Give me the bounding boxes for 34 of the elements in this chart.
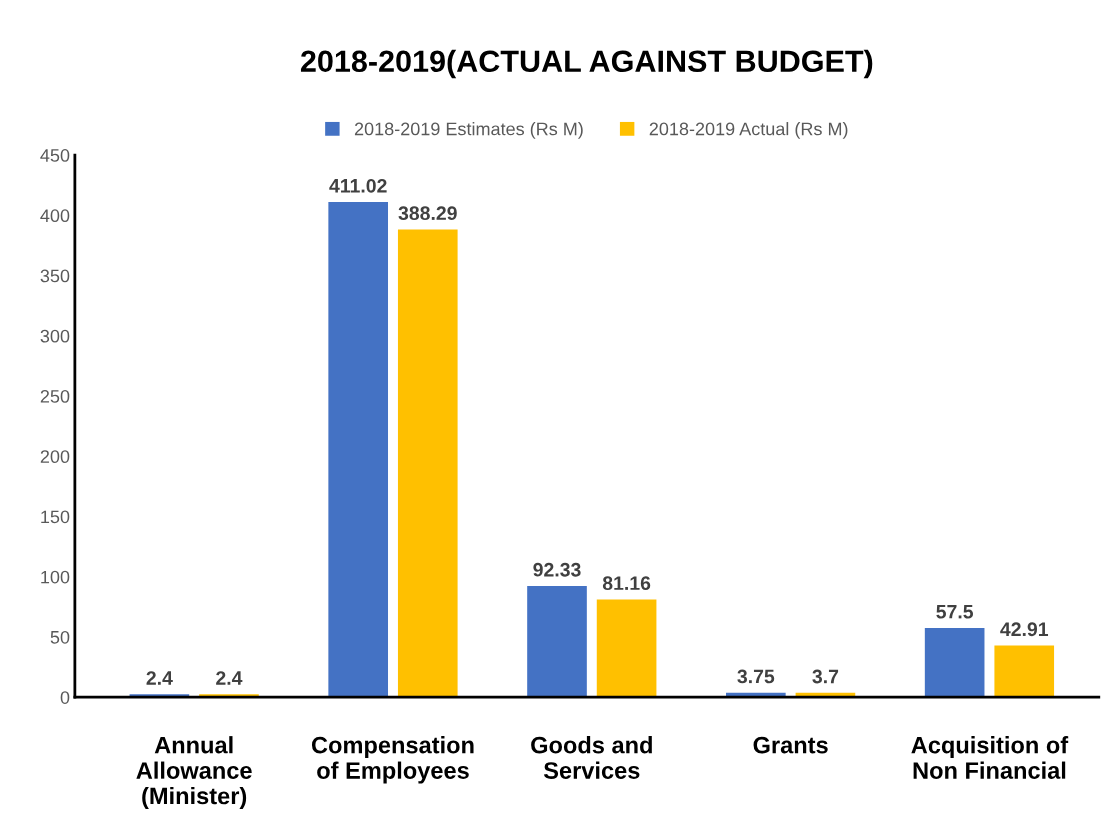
data-label: 2.4 bbox=[146, 671, 173, 685]
y-tick-label: 250 bbox=[40, 389, 70, 403]
y-tick-label: 350 bbox=[40, 269, 70, 283]
bar bbox=[596, 599, 657, 698]
data-label: 411.02 bbox=[329, 178, 387, 193]
bar bbox=[994, 645, 1055, 698]
y-tick-label: 150 bbox=[41, 510, 70, 524]
bar bbox=[527, 586, 587, 698]
bar bbox=[328, 202, 389, 698]
legend-label: 2018-2019 Estimates (Rs M) bbox=[354, 122, 583, 139]
bar bbox=[397, 229, 458, 698]
x-tick-label: Goods and Services bbox=[531, 736, 652, 779]
x-tick-label: Grants bbox=[753, 736, 828, 754]
data-label: 92.33 bbox=[533, 562, 581, 577]
y-tick-label: 50 bbox=[50, 630, 70, 644]
data-label: 388.29 bbox=[398, 206, 457, 221]
x-tick-label: Compensation of Employees bbox=[311, 736, 474, 784]
data-label: 57.5 bbox=[936, 604, 974, 619]
y-tick-label: 200 bbox=[40, 450, 70, 464]
y-tick-label: 300 bbox=[40, 329, 70, 343]
x-tick-label: Annual Allowance (Minister) bbox=[136, 736, 252, 809]
data-label: 2.4 bbox=[216, 671, 243, 685]
bar bbox=[924, 627, 985, 698]
legend-label: 2018-2019 Actual (Rs M) bbox=[649, 122, 848, 139]
data-label: 3.75 bbox=[737, 669, 775, 684]
y-tick-label: 450 bbox=[40, 149, 70, 162]
chart-title: 2018-2019(ACTUAL AGAINST BUDGET) bbox=[300, 49, 873, 79]
y-tick-label: 100 bbox=[41, 570, 70, 584]
y-tick-label: 0 bbox=[60, 691, 70, 704]
data-label: 81.16 bbox=[602, 576, 651, 591]
data-label: 42.91 bbox=[1000, 622, 1049, 637]
y-tick-label: 400 bbox=[40, 209, 70, 223]
x-tick-label: Acquisition of Non Financial bbox=[911, 736, 1069, 779]
data-label: 3.7 bbox=[812, 669, 839, 684]
